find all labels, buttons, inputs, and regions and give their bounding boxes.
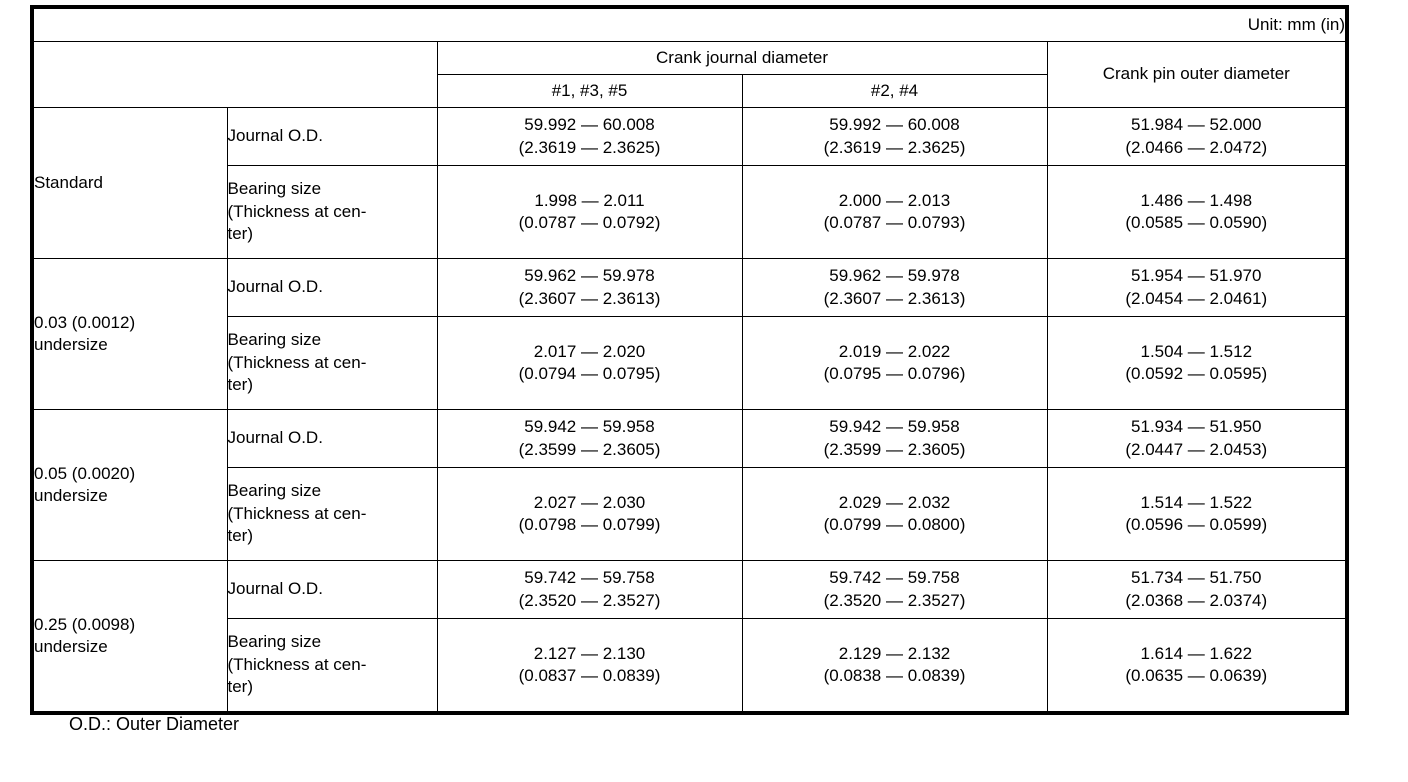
spec-value-cell: 51.734 — 51.750 (2.0368 — 2.0374) [1046, 560, 1348, 619]
spec-value-cell: 2.127 — 2.130 (0.0837 — 0.0839) [436, 618, 743, 714]
table-row: 0.25 (0.0098) undersize Journal O.D. 59.… [31, 560, 1348, 714]
header-crank-pin-outer-diameter: Crank pin outer diameter [1046, 41, 1348, 108]
group-label-0-25-undersize: 0.25 (0.0098) undersize [31, 560, 228, 714]
spec-value-cell: 1.504 — 1.512 (0.0592 — 0.0595) [1046, 316, 1348, 410]
spec-value-cell: 2.027 — 2.030 (0.0798 — 0.0799) [436, 467, 743, 561]
row-label-bearing-size: Bearing size (Thickness at cen- ter) [226, 165, 438, 259]
od-footnote: O.D.: Outer Diameter [69, 714, 240, 734]
spec-value-cell: 59.942 — 59.958 (2.3599 — 2.3605) [741, 409, 1048, 468]
group-label-0-03-undersize: 0.03 (0.0012) undersize [31, 258, 228, 410]
spec-value-cell: 1.614 — 1.622 (0.0635 — 0.0639) [1046, 618, 1348, 714]
group-label-0-05-undersize: 0.05 (0.0020) undersize [31, 409, 228, 561]
unit-label: Unit: mm (in) [31, 6, 1348, 42]
spec-value-cell: 59.962 — 59.978 (2.3607 — 2.3613) [436, 258, 743, 317]
spec-value-cell: 2.129 — 2.132 (0.0838 — 0.0839) [741, 618, 1048, 714]
table-row: Bearing size (Thickness at cen- ter) 2.0… [32, 316, 1348, 410]
table-row: Standard Journal O.D. 59.992 — 60.008 (2… [31, 107, 1348, 259]
spec-value-cell: 51.934 — 51.950 (2.0447 — 2.0453) [1046, 409, 1348, 468]
unit-row: Unit: mm (in) [31, 6, 1348, 42]
row-label-bearing-size: Bearing size (Thickness at cen- ter) [226, 618, 438, 714]
table-row: Bearing size (Thickness at cen- ter) 2.1… [32, 618, 1348, 714]
spec-value-cell: 59.742 — 59.758 (2.3520 — 2.3527) [436, 560, 743, 619]
spec-value-cell: 1.514 — 1.522 (0.0596 — 0.0599) [1046, 467, 1348, 561]
row-label-journal-od: Journal O.D. [226, 258, 438, 317]
crankshaft-spec-table: Unit: mm (in) Crank journal diameter Cra… [30, 5, 1350, 715]
spec-value-cell: 59.992 — 60.008 (2.3619 — 2.3625) [436, 107, 743, 166]
header-journal-2-4: #2, #4 [741, 74, 1048, 108]
corner-blank-cell [31, 41, 438, 108]
spec-value-cell: 2.017 — 2.020 (0.0794 — 0.0795) [436, 316, 743, 410]
row-label-journal-od: Journal O.D. [226, 409, 438, 468]
table-row: Bearing size (Thickness at cen- ter) 2.0… [32, 467, 1348, 561]
row-label-journal-od: Journal O.D. [226, 560, 438, 619]
spec-value-cell: 2.000 — 2.013 (0.0787 — 0.0793) [741, 165, 1048, 259]
row-label-bearing-size: Bearing size (Thickness at cen- ter) [226, 467, 438, 561]
header-row-2: #1, #3, #5 #2, #4 [32, 74, 1347, 108]
spec-value-cell: 1.486 — 1.498 (0.0585 — 0.0590) [1046, 165, 1348, 259]
spec-value-cell: 59.962 — 59.978 (2.3607 — 2.3613) [741, 258, 1048, 317]
row-label-journal-od: Journal O.D. [226, 107, 438, 166]
spec-value-cell: 59.742 — 59.758 (2.3520 — 2.3527) [741, 560, 1048, 619]
table-row: 0.03 (0.0012) undersize Journal O.D. 59.… [31, 258, 1348, 410]
spec-value-cell: 59.942 — 59.958 (2.3599 — 2.3605) [436, 409, 743, 468]
spec-value-cell: 2.029 — 2.032 (0.0799 — 0.0800) [741, 467, 1048, 561]
spec-value-cell: 51.984 — 52.000 (2.0466 — 2.0472) [1046, 107, 1348, 166]
group-label-standard: Standard [31, 107, 228, 259]
row-label-bearing-size: Bearing size (Thickness at cen- ter) [226, 316, 438, 410]
header-journal-1-3-5: #1, #3, #5 [436, 74, 743, 108]
header-row-1: Crank journal diameter Crank pin outer d… [31, 41, 1348, 108]
table-row: Bearing size (Thickness at cen- ter) 1.9… [32, 165, 1348, 259]
spec-value-cell: 2.019 — 2.022 (0.0795 — 0.0796) [741, 316, 1048, 410]
spec-value-cell: 1.998 — 2.011 (0.0787 — 0.0792) [436, 165, 743, 259]
spec-value-cell: 51.954 — 51.970 (2.0454 — 2.0461) [1046, 258, 1348, 317]
header-crank-journal-diameter: Crank journal diameter [436, 41, 1048, 75]
table-row: 0.05 (0.0020) undersize Journal O.D. 59.… [31, 409, 1348, 561]
spec-value-cell: 59.992 — 60.008 (2.3619 — 2.3625) [741, 107, 1048, 166]
